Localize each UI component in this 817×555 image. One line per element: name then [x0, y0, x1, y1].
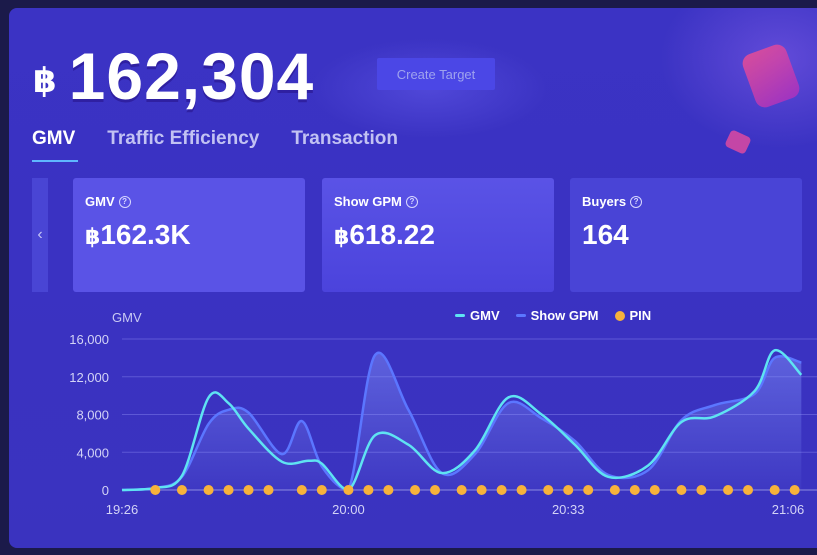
series-show-gpm-line [121, 351, 802, 492]
legend-swatch [455, 314, 465, 317]
metric-card-value: 162.3K [100, 219, 191, 250]
metric-card-label: Show GPM [334, 194, 402, 209]
pin-marker [343, 485, 354, 495]
series-show-gpm-area [122, 352, 802, 490]
pin-marker [296, 485, 307, 495]
legend-label: Show GPM [530, 308, 599, 323]
pin-marker [649, 485, 660, 495]
y-tick-label: 4,000 [76, 445, 109, 460]
gmv-line-chart: 16,000 12,000 8,000 4,000 0 19:26 20:00 20:33 21… [69, 332, 817, 517]
hero-value: 162,304 [68, 39, 315, 113]
pin-marker [743, 485, 754, 495]
tab-traffic-efficiency[interactable]: Traffic Efficiency [107, 128, 260, 149]
chart-legend: GMV Show GPM PIN [455, 308, 651, 323]
legend-label: GMV [470, 308, 500, 323]
pin-marker [383, 485, 394, 495]
x-tick-label: 20:33 [552, 502, 585, 517]
pin-marker [363, 485, 374, 495]
pin-marker [410, 485, 421, 495]
pin-marker [723, 485, 734, 495]
pin-marker [609, 485, 620, 495]
pin-marker [223, 485, 234, 495]
pin-marker [150, 485, 161, 495]
pin-marker [629, 485, 640, 495]
metric-card-currency: ฿ [334, 224, 350, 249]
metric-card-label: Buyers [582, 194, 627, 209]
tab-gmv[interactable]: GMV [32, 128, 79, 162]
create-target-button[interactable]: Create Target [377, 58, 495, 90]
legend-swatch [515, 314, 526, 317]
x-tick-label: 20:00 [332, 502, 365, 517]
help-icon[interactable]: ? [118, 195, 131, 208]
metric-card-buyers[interactable]: Buyers? 164 [570, 178, 802, 292]
metric-card-currency: ฿ [85, 224, 101, 249]
x-tick-label: 19:26 [106, 502, 139, 517]
hero-currency: ฿ [33, 62, 57, 100]
pin-marker [516, 485, 527, 495]
chevron-left-icon: ‹ [37, 226, 43, 243]
pin-marker [456, 485, 467, 495]
pin-marker [563, 485, 574, 495]
pin-marker [696, 485, 707, 495]
pin-marker [430, 485, 441, 495]
legend-item-pin[interactable]: PIN [614, 308, 652, 323]
pin-marker [176, 485, 187, 495]
pin-marker [789, 485, 800, 495]
pin-marker [676, 485, 687, 495]
legend-swatch [614, 310, 625, 321]
pin-marker [543, 485, 554, 495]
help-icon[interactable]: ? [405, 195, 418, 208]
metric-card-label: GMV [85, 194, 115, 209]
pin-marker [583, 485, 594, 495]
help-icon[interactable]: ? [630, 195, 643, 208]
pin-marker [476, 485, 487, 495]
legend-item-gmv[interactable]: GMV [455, 308, 500, 323]
pin-marker [263, 485, 274, 495]
series-gmv-line [121, 349, 803, 492]
chart-y-label: GMV [112, 310, 142, 325]
pin-marker [243, 485, 254, 495]
pin-marker [769, 485, 780, 495]
metric-card-value: 618.22 [349, 219, 435, 250]
y-tick-label: 16,000 [69, 332, 109, 347]
legend-label: PIN [629, 308, 652, 323]
carousel-prev-button[interactable]: ‹ [32, 178, 48, 292]
metric-card-gmv[interactable]: GMV? ฿162.3K [73, 178, 305, 292]
y-tick-label: 0 [102, 483, 109, 498]
pin-marker [203, 485, 214, 495]
tab-transaction[interactable]: Transaction [291, 128, 398, 149]
metric-tabs: GMV Traffic Efficiency Transaction [32, 128, 398, 162]
y-tick-label: 12,000 [69, 370, 109, 385]
x-tick-label: 21:06 [772, 502, 805, 517]
metric-card-value: 164 [582, 219, 629, 250]
hero-total: ฿ 162,304 [33, 38, 314, 114]
pin-marker [316, 485, 327, 495]
pin-marker [496, 485, 507, 495]
legend-item-show-gpm[interactable]: Show GPM [515, 308, 599, 323]
y-tick-label: 8,000 [76, 408, 109, 423]
metric-card-show-gpm[interactable]: Show GPM? ฿618.22 [322, 178, 554, 292]
